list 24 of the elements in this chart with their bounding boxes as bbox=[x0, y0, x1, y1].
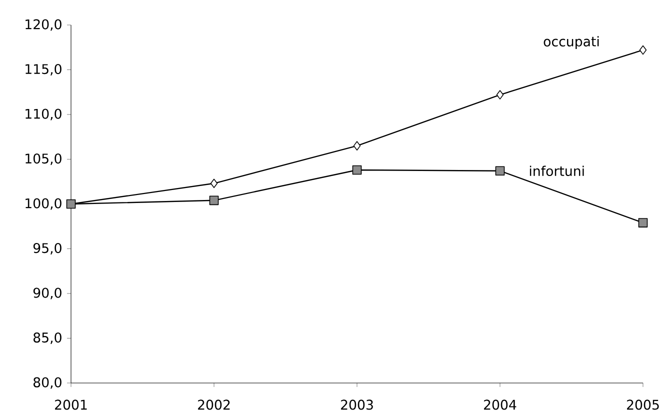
point bbox=[496, 90, 504, 100]
y-tick-label: 90,0 bbox=[33, 288, 62, 300]
point bbox=[352, 165, 362, 175]
y-tick-label: 120,0 bbox=[26, 19, 62, 31]
x-tick-label: 2005 bbox=[627, 400, 659, 410]
x-tick-label: 2004 bbox=[484, 400, 516, 410]
point bbox=[210, 178, 218, 188]
x-tick-label: 2003 bbox=[341, 400, 373, 410]
x-tick-label: 2002 bbox=[198, 400, 230, 410]
y-tick-label: 105,0 bbox=[26, 154, 62, 165]
y-tick-label: 80,0 bbox=[34, 377, 62, 389]
point bbox=[353, 141, 361, 150]
point bbox=[638, 218, 648, 228]
point bbox=[209, 196, 219, 206]
x-tick-label: 2001 bbox=[55, 400, 87, 410]
point bbox=[495, 166, 505, 176]
y-tick-label: 100,0 bbox=[26, 198, 62, 210]
y-tick-label: 85,0 bbox=[34, 332, 62, 344]
y-tick-label: 110,0 bbox=[26, 108, 62, 120]
series-label: occupati bbox=[544, 36, 599, 50]
y-tick-label: 95,0 bbox=[33, 243, 62, 254]
y-tick-label: 115,0 bbox=[26, 64, 62, 76]
series-label: infortuni bbox=[530, 166, 584, 176]
point bbox=[639, 45, 647, 55]
